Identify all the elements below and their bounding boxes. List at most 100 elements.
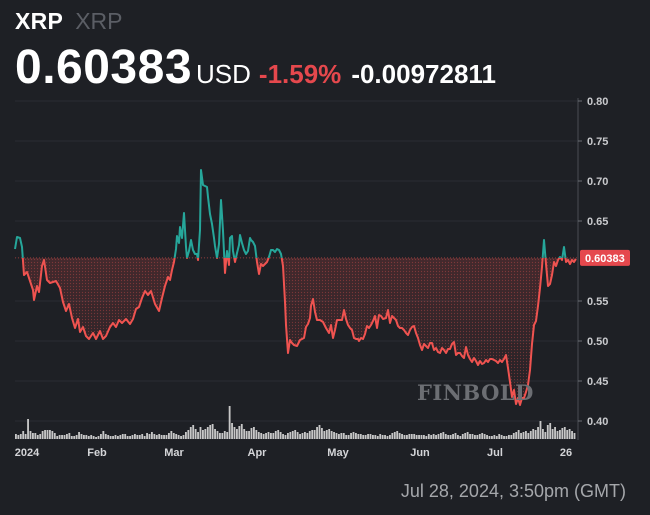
volume-bar — [219, 433, 221, 439]
volume-bar — [325, 430, 328, 439]
volume-bar — [522, 432, 525, 439]
volume-bar — [46, 430, 49, 439]
volume-bar — [517, 430, 520, 439]
volume-bar — [172, 433, 175, 439]
y-tick-label: 0.50 — [587, 336, 608, 348]
volume-bar — [253, 427, 255, 439]
volume-bar — [488, 436, 491, 439]
volume-bar — [27, 419, 29, 439]
volume-bar — [384, 435, 386, 439]
volume-bar — [432, 434, 435, 439]
finbold-watermark: FINBOLD — [417, 380, 534, 405]
volume-bar — [520, 433, 522, 439]
volume-bar — [15, 434, 17, 439]
volume-bar — [379, 434, 382, 439]
volume-bar — [270, 433, 272, 439]
volume-bar — [202, 430, 204, 439]
volume-bars — [15, 406, 576, 439]
x-tick-label: 2024 — [15, 447, 40, 459]
volume-bar — [372, 435, 374, 439]
volume-bar — [420, 435, 423, 439]
volume-bar — [61, 435, 63, 439]
volume-bar — [554, 427, 556, 439]
volume-bar — [478, 434, 481, 439]
volume-bar — [318, 425, 321, 439]
volume-bar — [369, 434, 372, 439]
volume-bar — [175, 434, 178, 439]
volume-bar — [233, 427, 236, 439]
volume-bar — [112, 436, 114, 439]
volume-bar — [333, 432, 335, 439]
volume-bar — [262, 434, 265, 439]
volume-bar — [22, 431, 25, 439]
volume-bar — [267, 432, 270, 439]
volume-bar — [306, 433, 309, 439]
volume-bar — [187, 430, 190, 439]
volume-bar — [194, 429, 197, 439]
volume-bar — [238, 426, 241, 439]
volume-bar — [240, 424, 243, 439]
volume-bar — [73, 436, 76, 439]
volume-bar — [223, 431, 226, 439]
volume-bar — [274, 431, 277, 439]
volume-bar — [418, 435, 420, 439]
volume-bar — [459, 436, 462, 439]
volume-bar — [471, 434, 474, 439]
volume-bar — [546, 425, 549, 439]
volume-bar — [39, 434, 42, 439]
y-axis: 0.80 0.75 0.70 0.65 0.55 0.50 0.45 0.40 — [578, 96, 608, 428]
volume-bar — [403, 435, 406, 439]
change-percent: -1.59% — [258, 59, 342, 89]
volume-bar — [228, 406, 231, 439]
volume-bar — [512, 433, 515, 439]
volume-bar — [330, 431, 333, 439]
volume-bar — [544, 432, 547, 439]
volume-bar — [311, 430, 314, 439]
volume-bar — [508, 435, 510, 439]
volume-bar — [374, 435, 377, 439]
volume-bar — [483, 434, 486, 439]
volume-bar — [100, 434, 102, 439]
volume-bar — [29, 431, 32, 439]
x-tick-label: Apr — [248, 447, 268, 459]
price-area-fill — [15, 257, 576, 405]
volume-bar — [345, 435, 348, 439]
volume-bar — [49, 430, 51, 439]
volume-bar — [102, 431, 105, 439]
volume-bar — [153, 434, 156, 439]
volume-bar — [335, 433, 338, 439]
asset-name: XRP — [75, 8, 123, 34]
volume-bar — [168, 433, 170, 439]
x-tick-label: Jul — [487, 447, 503, 459]
volume-bar — [257, 432, 260, 439]
volume-bar — [308, 431, 311, 439]
volume-bar — [236, 429, 238, 439]
volume-bar — [134, 434, 136, 439]
price-header: XRP XRP 0.60383 USD -1.59% -0.00972811 — [15, 8, 496, 94]
volume-bar — [163, 435, 165, 439]
volume-bar — [427, 434, 430, 439]
volume-bar — [287, 433, 289, 439]
volume-bar — [260, 433, 263, 439]
volume-bar — [66, 434, 68, 439]
volume-bar — [277, 430, 280, 439]
volume-bar — [95, 437, 97, 439]
volume-bar — [398, 433, 401, 439]
volume-bar — [148, 434, 151, 439]
volume-bar — [182, 435, 185, 439]
svg-text:0.60383: 0.60383 — [585, 253, 625, 265]
title-row: XRP XRP — [15, 8, 496, 40]
volume-bar — [571, 431, 573, 439]
volume-bar — [561, 428, 564, 439]
volume-bar — [469, 434, 471, 439]
volume-bar — [495, 436, 498, 439]
volume-bar — [245, 431, 248, 439]
volume-bar — [500, 435, 503, 439]
volume-bar — [289, 432, 292, 439]
volume-bar — [151, 432, 153, 439]
price-row: 0.60383 USD -1.59% -0.00972811 — [15, 42, 496, 94]
x-tick-label: Mar — [164, 447, 184, 459]
volume-bar — [435, 435, 437, 439]
volume-bar — [185, 432, 187, 439]
